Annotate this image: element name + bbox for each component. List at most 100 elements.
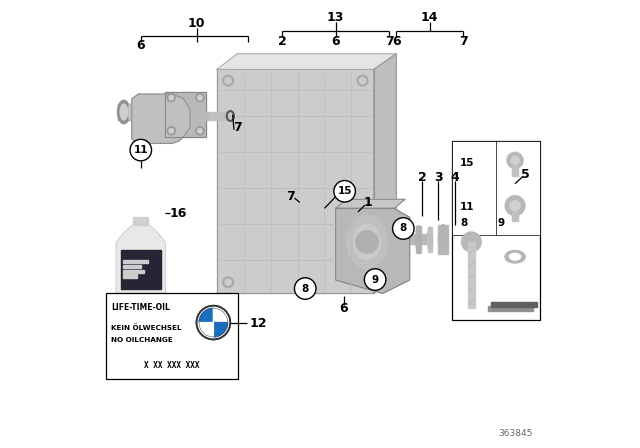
Bar [416, 226, 421, 253]
Text: 7: 7 [385, 35, 394, 48]
Text: 7: 7 [459, 35, 468, 48]
Text: 15: 15 [337, 186, 352, 196]
Polygon shape [165, 92, 205, 137]
Bar [123, 274, 137, 277]
Wedge shape [199, 308, 213, 323]
Text: 10: 10 [188, 17, 205, 30]
Bar [120, 250, 161, 289]
Bar [506, 185, 511, 205]
Ellipse shape [506, 185, 511, 205]
Ellipse shape [505, 250, 525, 263]
Bar [405, 234, 432, 244]
Circle shape [196, 94, 204, 102]
Polygon shape [217, 69, 374, 293]
Circle shape [167, 94, 175, 102]
Circle shape [510, 201, 520, 211]
Text: 4: 4 [451, 171, 460, 185]
Circle shape [198, 307, 228, 338]
Text: 12: 12 [250, 317, 267, 330]
Bar [123, 270, 145, 273]
Circle shape [225, 78, 231, 84]
Polygon shape [217, 54, 396, 69]
Bar [452, 141, 540, 320]
Wedge shape [213, 308, 228, 323]
Text: 14: 14 [421, 11, 438, 25]
Ellipse shape [203, 112, 209, 120]
Circle shape [198, 129, 202, 133]
Text: 13: 13 [327, 11, 344, 25]
Ellipse shape [513, 180, 531, 210]
Text: 8: 8 [460, 218, 467, 228]
Ellipse shape [509, 253, 521, 260]
Wedge shape [213, 323, 228, 337]
Ellipse shape [353, 224, 380, 260]
Circle shape [461, 232, 481, 252]
Polygon shape [133, 217, 148, 224]
Circle shape [223, 277, 234, 288]
Text: 9: 9 [372, 275, 379, 284]
Circle shape [334, 181, 355, 202]
Circle shape [360, 279, 365, 285]
Text: 6: 6 [332, 35, 340, 48]
Polygon shape [335, 199, 405, 208]
Text: 5: 5 [521, 168, 529, 181]
Bar [452, 141, 540, 235]
Text: 11: 11 [460, 202, 475, 211]
Ellipse shape [347, 215, 387, 269]
Text: 3: 3 [434, 171, 443, 185]
Text: NO OILCHANGE: NO OILCHANGE [111, 337, 173, 343]
Text: 8: 8 [301, 284, 309, 293]
Circle shape [392, 218, 414, 239]
Text: 6: 6 [392, 35, 401, 48]
Bar [494, 181, 500, 208]
Text: 6: 6 [339, 302, 348, 315]
Ellipse shape [508, 176, 535, 214]
Bar [488, 306, 533, 311]
Bar [123, 260, 148, 263]
Bar [468, 242, 474, 308]
Bar [123, 265, 141, 268]
Bar [492, 302, 537, 307]
Wedge shape [199, 323, 213, 337]
Text: 16: 16 [170, 207, 187, 220]
Circle shape [196, 127, 204, 135]
Bar [428, 227, 432, 252]
Circle shape [130, 139, 152, 161]
Circle shape [364, 269, 386, 290]
Text: 11: 11 [134, 145, 148, 155]
Text: 9: 9 [497, 218, 505, 228]
Polygon shape [116, 224, 165, 316]
Polygon shape [335, 208, 410, 293]
Text: 363845: 363845 [499, 429, 532, 438]
Text: LIFE-TIME-OIL: LIFE-TIME-OIL [111, 303, 170, 312]
Text: KEIN ÖLWECHSEL: KEIN ÖLWECHSEL [111, 324, 182, 331]
Ellipse shape [120, 104, 127, 120]
Ellipse shape [494, 181, 500, 208]
Polygon shape [374, 54, 396, 293]
Text: 8: 8 [400, 224, 407, 233]
Text: 2: 2 [278, 35, 286, 48]
Circle shape [357, 277, 368, 288]
Bar [205, 112, 226, 120]
Ellipse shape [128, 104, 133, 120]
Bar [512, 204, 518, 221]
Circle shape [356, 231, 378, 253]
Text: 7: 7 [287, 190, 295, 203]
Ellipse shape [416, 226, 421, 253]
Bar [513, 160, 518, 176]
Text: 1: 1 [364, 196, 372, 209]
Circle shape [167, 127, 175, 135]
Bar [508, 176, 535, 214]
Text: 7: 7 [233, 121, 241, 134]
Bar [106, 293, 238, 379]
Bar [118, 104, 131, 120]
Polygon shape [132, 94, 190, 143]
Text: 2: 2 [418, 171, 426, 185]
Circle shape [511, 156, 519, 164]
Circle shape [169, 129, 173, 133]
Text: 6: 6 [136, 39, 145, 52]
Circle shape [198, 95, 202, 100]
Ellipse shape [118, 100, 130, 124]
Circle shape [360, 78, 365, 84]
Bar [438, 225, 448, 254]
